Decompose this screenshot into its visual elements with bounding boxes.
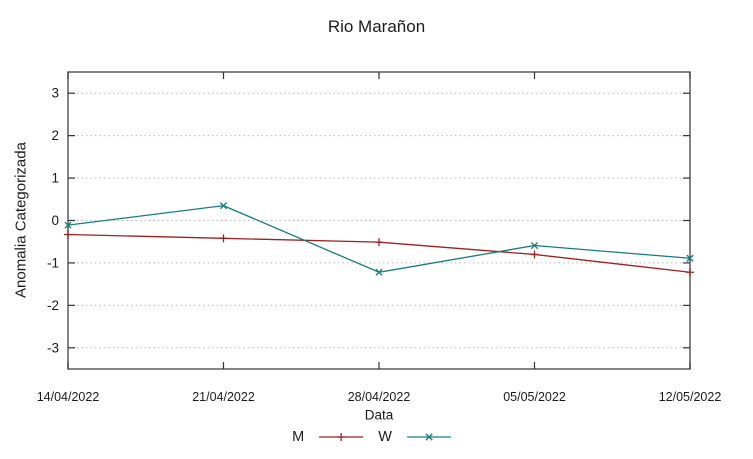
y-tick-label: 3 (51, 86, 59, 101)
plus-marker (530, 250, 539, 259)
cross-marker (64, 221, 72, 229)
gridlines (68, 92, 690, 349)
legend-label-w: W (378, 429, 392, 445)
plus-marker (219, 234, 228, 243)
cross-marker (375, 268, 383, 276)
cross-marker (219, 202, 228, 210)
plus-marker (337, 433, 346, 441)
x-tick-label: 21/04/2022 (192, 390, 255, 404)
x-tick-labels: 14/04/2022 21/04/2022 28/04/2022 05/05/2022… (37, 390, 722, 404)
chart-legend: M W (292, 429, 452, 445)
legend-line-M (319, 433, 364, 441)
plus-marker (686, 268, 694, 277)
plus-marker (375, 238, 383, 247)
cross-marker (425, 433, 433, 441)
x-tick-label: 28/04/2022 (348, 390, 411, 404)
x-axis-label: Data (364, 407, 394, 423)
legend-item-w: W (378, 429, 452, 445)
series-W-markers (64, 202, 694, 276)
y-tick-label: -1 (47, 255, 59, 270)
legend-line-W (406, 433, 451, 441)
legend-item-m: M (292, 429, 364, 445)
y-tick-labels: -3 -2 -1 0 1 2 3 (47, 86, 59, 356)
cross-marker (530, 241, 539, 250)
legend-line-sample-m (319, 433, 364, 441)
cross-marker (686, 254, 694, 262)
y-tick-label: 1 (51, 171, 59, 186)
plus-marker (64, 230, 72, 239)
axis-ticks (67, 72, 691, 369)
x-tick-label: 12/05/2022 (659, 390, 722, 404)
x-tick-label: 05/05/2022 (503, 390, 566, 404)
legend-label-m: M (292, 429, 305, 445)
y-tick-label: -3 (47, 340, 59, 355)
x-tick-label: 14/04/2022 (37, 390, 100, 404)
legend-line-sample-w (406, 433, 451, 441)
chart-title: Rio Marañon (327, 17, 426, 36)
y-tick-label: 0 (51, 213, 59, 228)
y-tick-label: 2 (51, 128, 59, 143)
y-tick-label: -2 (47, 298, 59, 313)
series-M-markers (64, 230, 694, 277)
